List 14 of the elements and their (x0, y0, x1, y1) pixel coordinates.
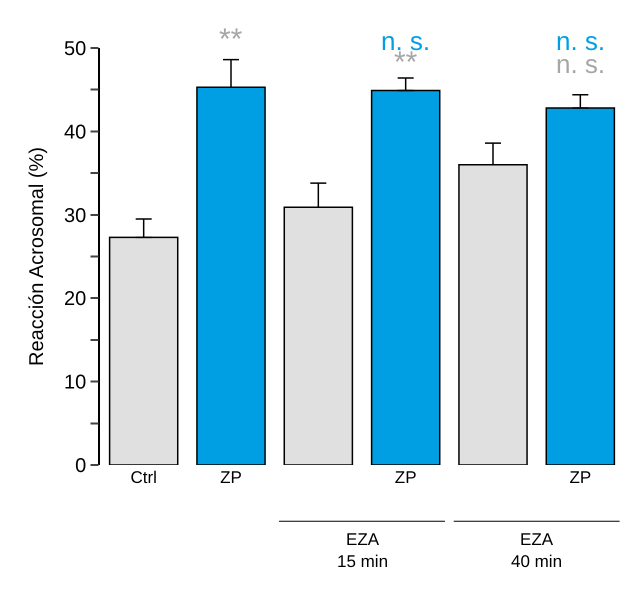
y-tick-label: 50 (64, 38, 86, 60)
x-tick-label: ZP (394, 468, 417, 487)
y-tick-label: 0 (75, 455, 86, 477)
x-tick-label: ZP (569, 468, 592, 487)
y-axis-title: Reacción Acrosomal (%) (26, 147, 48, 366)
y-tick-label: 20 (64, 288, 86, 310)
annotation: ** (219, 23, 243, 56)
x-tick-label: ZP (220, 468, 242, 487)
y-tick-label: 30 (64, 204, 86, 227)
text: EZA 40 min (511, 530, 562, 572)
y-tick-label: 40 (64, 121, 86, 144)
x-tick-label: Ctrl (130, 468, 157, 487)
text: EZA 15 min (337, 530, 388, 572)
y-tick-label: 10 (64, 372, 86, 394)
